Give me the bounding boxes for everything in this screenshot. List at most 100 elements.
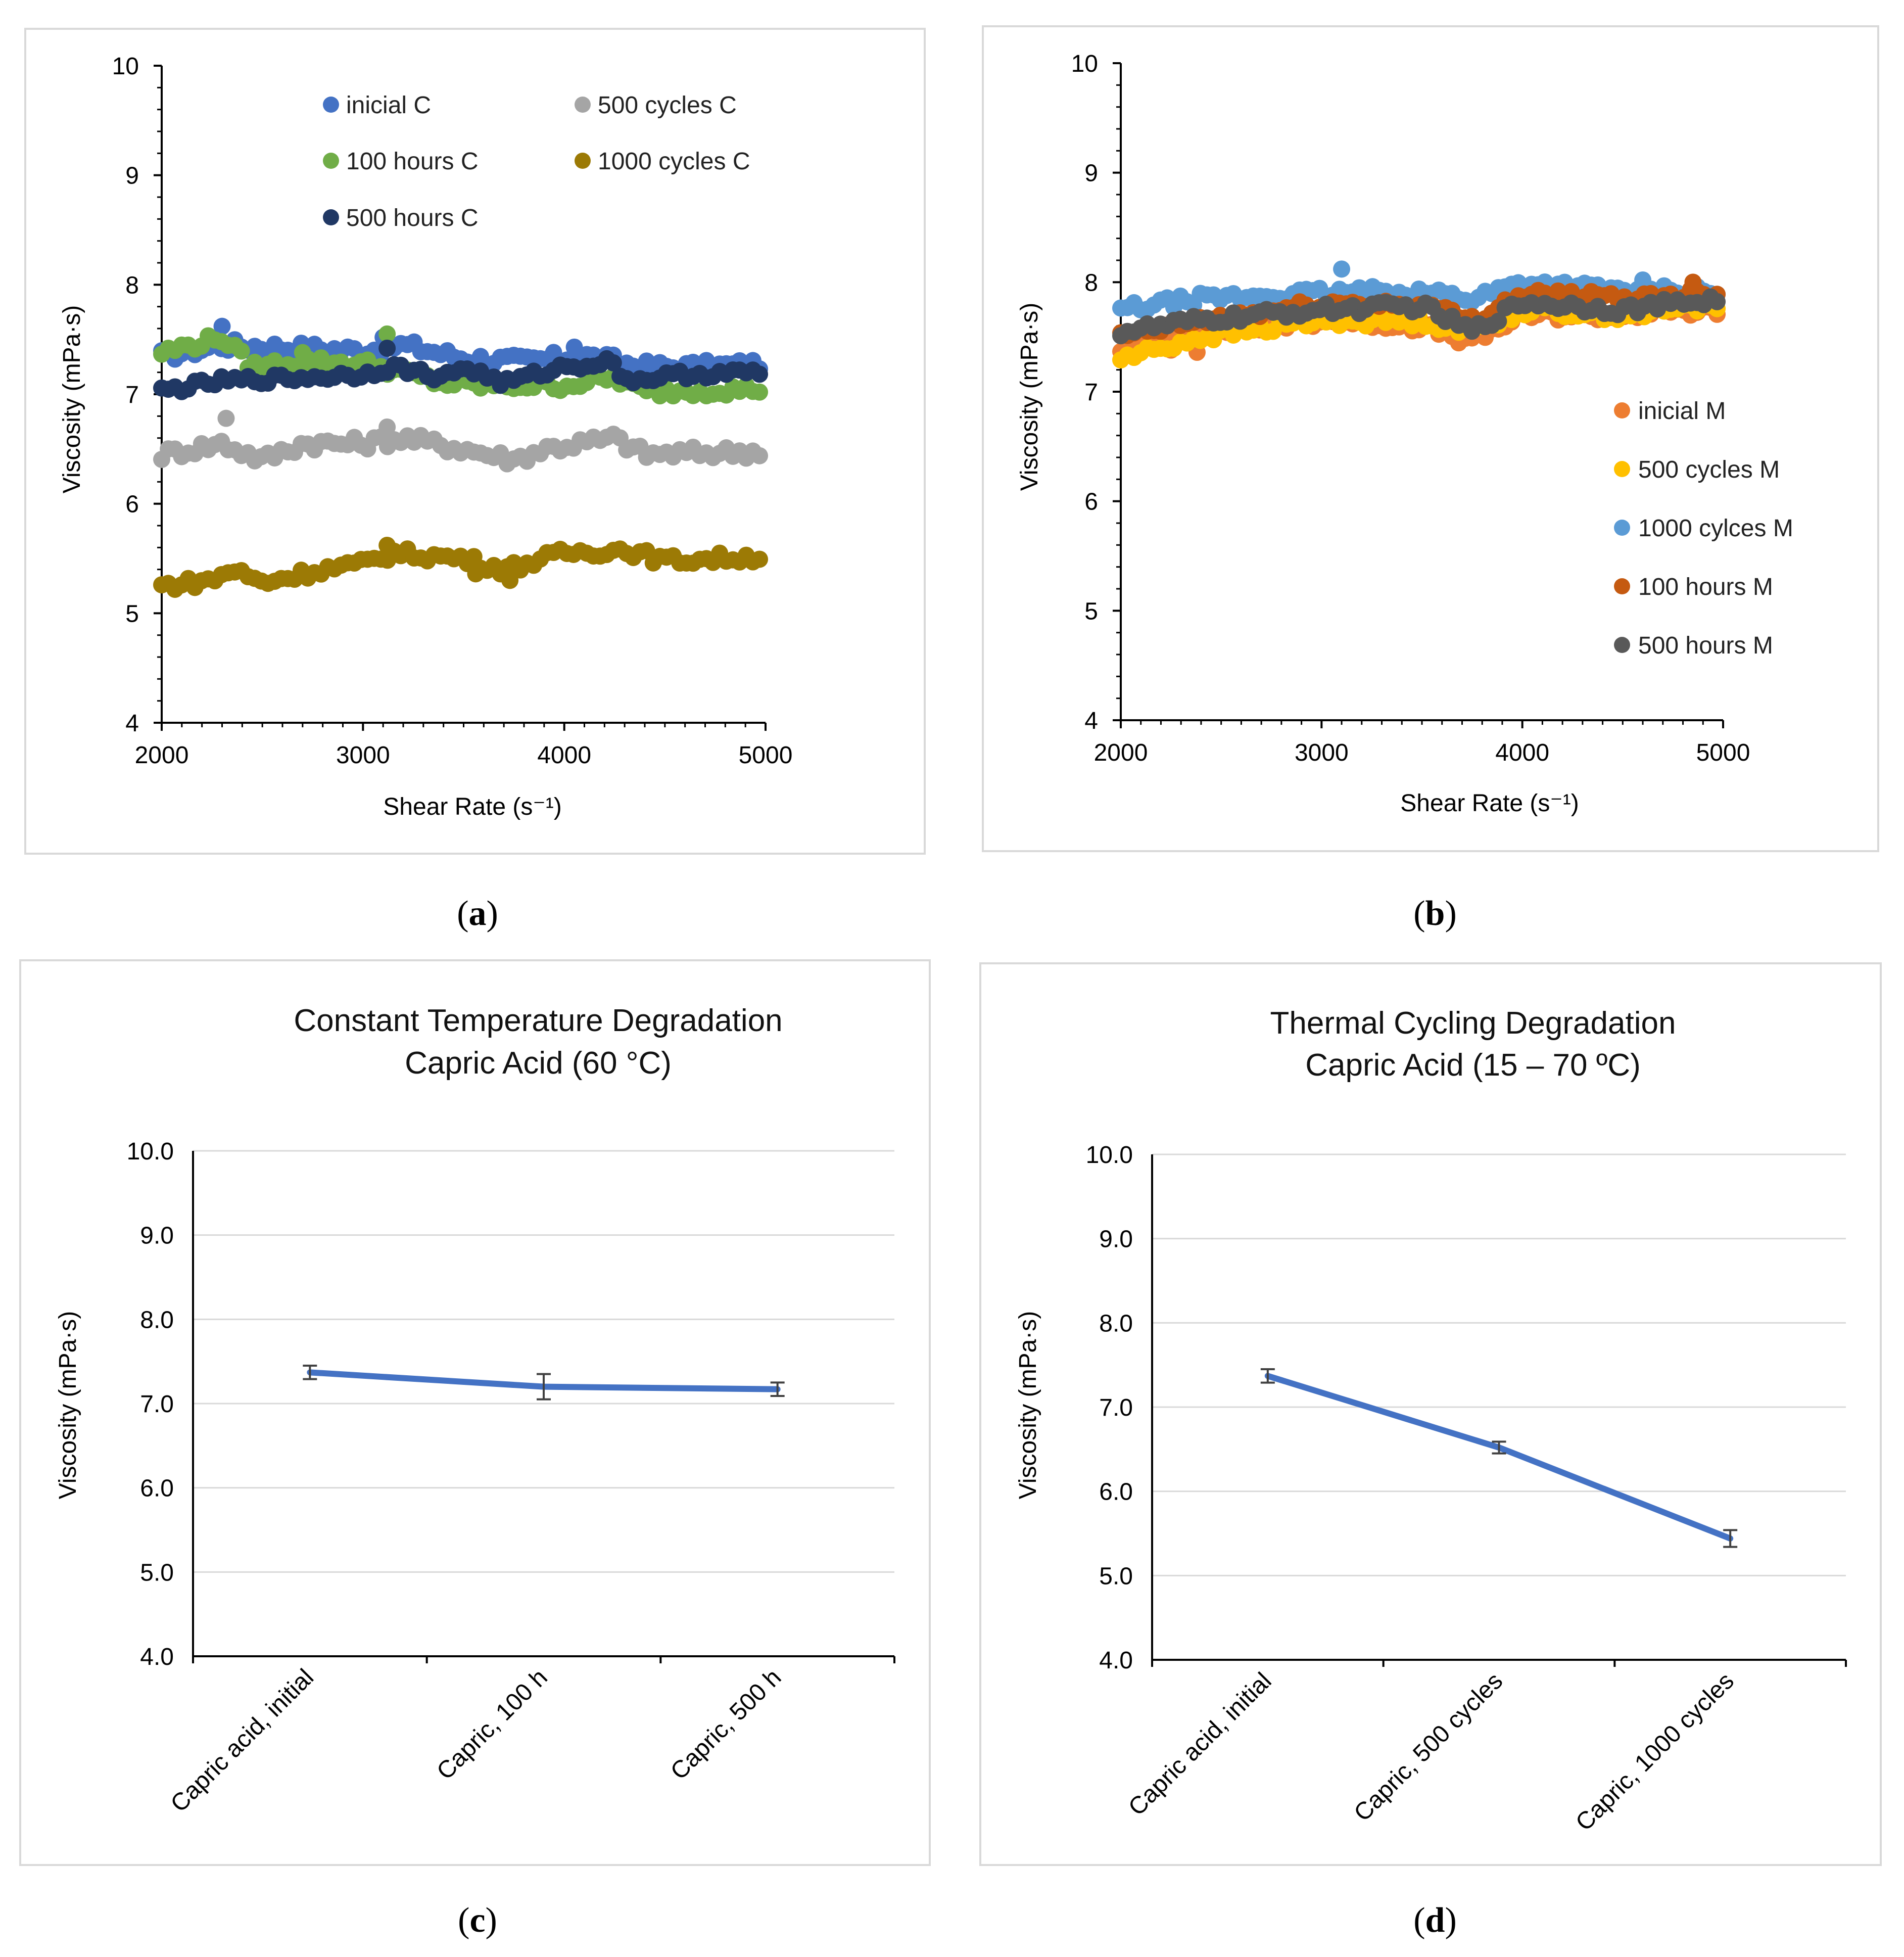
legend-label: 500 cycles M bbox=[1638, 456, 1780, 483]
chart-c: Constant Temperature Degradation Capric … bbox=[19, 959, 931, 1866]
legend: inicial M 500 cycles M 1000 cylces M 100 ho… bbox=[1614, 398, 1793, 659]
y-tick-label: 5.0 bbox=[140, 1559, 174, 1586]
data-point bbox=[294, 344, 311, 361]
legend-label: 500 hours M bbox=[1638, 632, 1773, 659]
data-point bbox=[565, 338, 583, 356]
data-point bbox=[1333, 260, 1351, 278]
chart-b-ylabel: Viscosity (mPa·s) bbox=[1016, 303, 1043, 491]
legend-label: 500 hours C bbox=[346, 205, 479, 231]
error-bar bbox=[1260, 1368, 1275, 1384]
chart-c-ylabel: Viscosity (mPa·s) bbox=[55, 1311, 81, 1500]
series-500-hours-m bbox=[1112, 288, 1726, 345]
chart-d-frame bbox=[979, 962, 1882, 1866]
x-tick-label: 4000 bbox=[537, 742, 591, 769]
data-point bbox=[1708, 293, 1726, 310]
y-tick-label: 9 bbox=[1084, 160, 1098, 187]
x-tick-label: 3000 bbox=[336, 742, 390, 769]
chart-b: 4 5 6 7 8 9 10 2000 3000 4000 5000 inicial M 500 cyc… bbox=[982, 25, 1879, 852]
data-point bbox=[213, 317, 231, 335]
x-tick-label: 5000 bbox=[739, 742, 793, 769]
y-tick-label: 4.0 bbox=[1099, 1647, 1133, 1674]
y-tick-label: 8 bbox=[125, 272, 139, 299]
y-tick-label: 5.0 bbox=[1099, 1563, 1133, 1590]
chart-d-ylabel: Viscosity (mPa·s) bbox=[1015, 1311, 1041, 1500]
y-tick-label: 7 bbox=[1084, 379, 1098, 406]
data-point bbox=[1490, 312, 1507, 330]
chart-d: Thermal Cycling Degradation Capric Acid … bbox=[979, 962, 1882, 1866]
y-tick-label: 7.0 bbox=[1099, 1394, 1133, 1421]
data-point bbox=[467, 565, 485, 583]
legend-label: 500 cycles C bbox=[598, 92, 737, 119]
legend-label: 100 hours C bbox=[346, 148, 479, 175]
y-tick-label: 10.0 bbox=[127, 1138, 174, 1165]
series-500-hours-c bbox=[153, 340, 769, 400]
y-tick-label: 10 bbox=[112, 53, 139, 80]
chart-c-subtitle: Capric Acid (60 °C) bbox=[405, 1046, 672, 1081]
x-tick-label: 3000 bbox=[1295, 739, 1349, 766]
legend-marker bbox=[1614, 520, 1630, 536]
error-bar bbox=[1492, 1440, 1506, 1455]
data-point bbox=[751, 550, 769, 568]
data-point bbox=[232, 342, 250, 360]
legend-marker bbox=[1614, 461, 1630, 477]
data-point bbox=[751, 447, 769, 464]
y-tick-label: 9 bbox=[125, 163, 139, 190]
y-tick-label: 10 bbox=[1071, 51, 1098, 77]
data-point bbox=[378, 537, 396, 554]
y-tick-label: 10.0 bbox=[1086, 1142, 1133, 1169]
panel-label-c: (c) bbox=[458, 1901, 497, 1940]
series-1000-cycles-c bbox=[153, 537, 769, 598]
y-tick-label: 9.0 bbox=[1099, 1226, 1133, 1253]
legend-marker bbox=[575, 97, 591, 113]
y-tick-label: 5 bbox=[125, 600, 139, 627]
legend: inicial C 100 hours C 500 hours C 500 cycle… bbox=[323, 92, 750, 231]
legend-label: 100 hours M bbox=[1638, 574, 1773, 600]
x-tick-label: 5000 bbox=[1696, 739, 1750, 766]
legend-marker bbox=[1614, 578, 1630, 594]
y-tick-label: 5 bbox=[1084, 598, 1098, 625]
y-tick-label: 4.0 bbox=[140, 1644, 174, 1670]
chart-a-plot: 4 5 6 7 8 9 10 2000 3000 4000 5000 inicial C 100 hou… bbox=[112, 53, 793, 769]
y-tick-label: 8.0 bbox=[140, 1307, 174, 1333]
chart-d-subtitle: Capric Acid (15 – 70 ºC) bbox=[1305, 1048, 1641, 1083]
error-bar bbox=[1723, 1529, 1738, 1548]
error-bar bbox=[537, 1373, 551, 1401]
y-tick-label: 6 bbox=[1084, 489, 1098, 516]
data-point bbox=[378, 340, 396, 357]
series-500-cycles-c bbox=[153, 409, 769, 473]
chart-c-frame bbox=[19, 959, 931, 1866]
error-bar bbox=[303, 1365, 317, 1380]
x-tick-label: 2000 bbox=[1094, 739, 1148, 766]
legend-label: inicial C bbox=[346, 92, 431, 119]
chart-c-title: Constant Temperature Degradation bbox=[294, 1003, 782, 1038]
chart-b-plot: 4 5 6 7 8 9 10 2000 3000 4000 5000 inicial M 500 cyc… bbox=[1071, 51, 1793, 766]
chart-b-xlabel: Shear Rate (s⁻¹) bbox=[1400, 790, 1579, 817]
y-tick-label: 8.0 bbox=[1099, 1310, 1133, 1337]
data-point bbox=[1684, 273, 1702, 291]
y-tick-label: 6.0 bbox=[1099, 1479, 1133, 1506]
data-point bbox=[1634, 271, 1652, 289]
panel-label-b: (b) bbox=[1413, 894, 1457, 933]
error-bar bbox=[770, 1381, 785, 1397]
data-point bbox=[751, 365, 769, 383]
legend-marker bbox=[323, 209, 339, 225]
legend-marker bbox=[1614, 402, 1630, 418]
y-tick-label: 7.0 bbox=[140, 1391, 174, 1418]
chart-a: 4 5 6 7 8 9 10 2000 3000 4000 5000 inicial C 100 hou… bbox=[24, 28, 926, 855]
chart-a-xlabel: Shear Rate (s⁻¹) bbox=[383, 794, 561, 820]
x-tick-label: 4000 bbox=[1495, 739, 1549, 766]
chart-d-title: Thermal Cycling Degradation bbox=[1270, 1006, 1676, 1041]
y-tick-label: 7 bbox=[125, 382, 139, 408]
data-point bbox=[378, 325, 396, 343]
y-tick-label: 4 bbox=[125, 710, 139, 737]
legend-marker bbox=[575, 153, 591, 169]
data-point bbox=[604, 354, 622, 371]
data-point bbox=[751, 383, 769, 401]
panel-label-a: (a) bbox=[457, 894, 498, 933]
data-point bbox=[217, 409, 235, 427]
x-tick-label: 2000 bbox=[135, 742, 189, 769]
legend-marker bbox=[1614, 637, 1630, 653]
legend-label: inicial M bbox=[1638, 398, 1726, 425]
chart-a-ylabel: Viscosity (mPa·s) bbox=[59, 305, 85, 494]
y-tick-label: 6.0 bbox=[140, 1475, 174, 1502]
